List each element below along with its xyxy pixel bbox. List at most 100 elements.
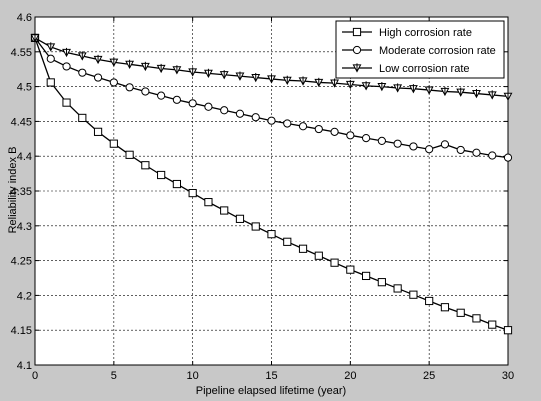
data-point — [503, 91, 513, 102]
data-point — [377, 136, 386, 145]
data-point — [188, 99, 197, 108]
data-point — [157, 170, 166, 180]
x-ticks: 0 5 10 15 20 25 30 — [32, 17, 514, 382]
series-square — [30, 33, 513, 335]
data-point — [62, 98, 71, 107]
data-point — [140, 61, 150, 72]
data-point — [156, 63, 166, 74]
legend-label: Low corrosion rate — [379, 63, 470, 75]
data-point — [314, 124, 323, 134]
data-point — [283, 237, 292, 246]
x-tick-label: 5 — [111, 370, 117, 382]
y-tick-label: 4.35 — [11, 186, 32, 198]
x-axis-label: Pipeline elapsed lifetime (year) — [196, 385, 346, 397]
data-point — [503, 153, 513, 162]
data-point — [393, 284, 402, 293]
x-tick-label: 30 — [502, 370, 514, 382]
y-tick-label: 4.6 — [17, 12, 32, 24]
data-point — [78, 68, 87, 77]
data-point — [488, 320, 497, 329]
data-point — [109, 139, 118, 148]
data-point — [472, 88, 481, 99]
data-point — [109, 78, 118, 87]
y-tick-label: 4.5 — [17, 82, 32, 94]
data-point — [46, 54, 55, 63]
data-point — [409, 142, 418, 151]
series-circle — [30, 33, 513, 162]
x-tick-label: 15 — [265, 370, 277, 382]
data-point — [46, 42, 56, 52]
data-point — [220, 106, 229, 115]
data-point — [298, 244, 308, 253]
data-point — [125, 59, 135, 69]
legend-marker — [352, 27, 362, 37]
data-point — [46, 78, 55, 87]
legend-label: High corrosion rate — [379, 27, 472, 39]
data-point — [235, 214, 245, 223]
data-point — [282, 75, 292, 85]
y-tick-label: 4.4 — [17, 151, 32, 163]
data-point — [267, 74, 276, 84]
series-triangle-down — [30, 33, 513, 102]
data-point — [393, 139, 402, 148]
data-point — [424, 85, 434, 95]
data-point — [440, 140, 450, 149]
data-point — [188, 67, 198, 77]
data-point — [251, 72, 261, 83]
x-tick-label: 25 — [423, 370, 435, 382]
data-point — [62, 62, 71, 71]
data-point — [425, 296, 434, 306]
data-point — [267, 116, 276, 125]
data-point — [62, 47, 71, 58]
data-point — [456, 145, 465, 155]
x-tick-label: 20 — [344, 370, 356, 382]
data-point — [346, 131, 355, 140]
data-point — [298, 76, 308, 86]
y-tick-label: 4.1 — [17, 360, 32, 372]
y-tick-label: 4.15 — [11, 325, 32, 337]
data-point — [220, 206, 229, 215]
data-point — [488, 151, 497, 160]
y-tick-label: 4.2 — [17, 290, 32, 302]
data-point — [109, 57, 119, 67]
legend-marker — [352, 63, 362, 73]
legend-entry: Moderate corrosion rate — [342, 45, 496, 57]
y-tick-label: 4.25 — [11, 256, 32, 268]
y-axis-label: Reliability index B — [7, 147, 19, 234]
data-point — [377, 82, 387, 92]
data-point — [362, 271, 371, 281]
legend-marker — [352, 45, 362, 55]
data-point — [298, 122, 308, 131]
data-point — [503, 326, 513, 335]
data-point — [440, 303, 450, 312]
data-point — [235, 71, 245, 81]
data-point — [393, 83, 403, 93]
data-point — [203, 68, 213, 79]
legend-entry: Low corrosion rate — [342, 63, 470, 75]
data-point — [487, 90, 497, 100]
data-point — [330, 78, 340, 88]
data-point — [251, 113, 260, 122]
data-point — [330, 258, 339, 267]
data-point — [314, 251, 323, 260]
legend-label: Moderate corrosion rate — [379, 45, 496, 57]
series-lines — [30, 33, 513, 335]
data-point — [440, 86, 450, 97]
data-point — [472, 148, 481, 157]
data-point — [251, 222, 260, 231]
data-point — [425, 145, 434, 154]
data-point — [93, 54, 103, 65]
data-point — [172, 65, 182, 75]
x-tick-label: 0 — [32, 370, 38, 382]
data-point — [141, 161, 150, 170]
y-tick-label: 4.3 — [17, 221, 32, 233]
data-point — [377, 278, 386, 287]
data-point — [204, 198, 213, 207]
data-point — [345, 79, 355, 90]
legend: High corrosion rate Moderate corrosion ra… — [335, 20, 505, 79]
data-point — [362, 134, 371, 143]
data-point — [456, 87, 466, 97]
data-point — [30, 33, 40, 43]
